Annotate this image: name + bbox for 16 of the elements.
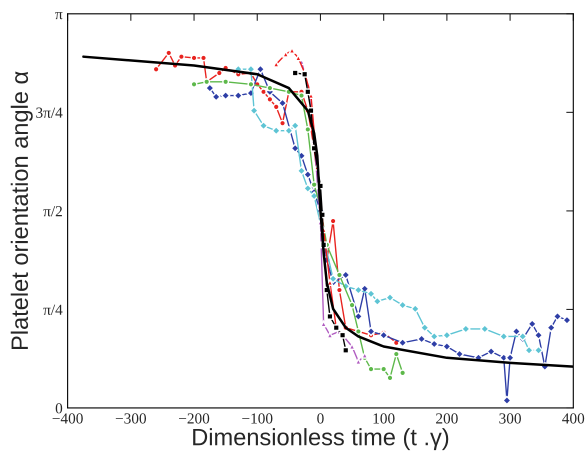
x-tick-label: −100 bbox=[242, 413, 272, 424]
y-tick-label: π/4 bbox=[43, 304, 63, 315]
x-tick-label: 0 bbox=[317, 413, 324, 424]
x-tick-label: 300 bbox=[499, 413, 521, 424]
y-tick-label: π/2 bbox=[43, 206, 62, 216]
x-tick-label: 100 bbox=[374, 413, 395, 424]
y-tick-label: π bbox=[55, 12, 63, 20]
y-axis-title: Platelet orientation angle α bbox=[10, 72, 33, 350]
x-tick-label: −200 bbox=[179, 413, 210, 424]
x-axis-title: Dimensionless time (t .γ) bbox=[193, 428, 448, 450]
x-tick-label: −300 bbox=[116, 413, 146, 424]
y-tick-label: 0 bbox=[56, 403, 62, 414]
x-tick-label: 200 bbox=[436, 413, 458, 424]
y-tick-label: 3π/4 bbox=[36, 108, 63, 118]
x-tick-label: −400 bbox=[52, 413, 83, 424]
x-tick-label: 400 bbox=[562, 413, 584, 424]
